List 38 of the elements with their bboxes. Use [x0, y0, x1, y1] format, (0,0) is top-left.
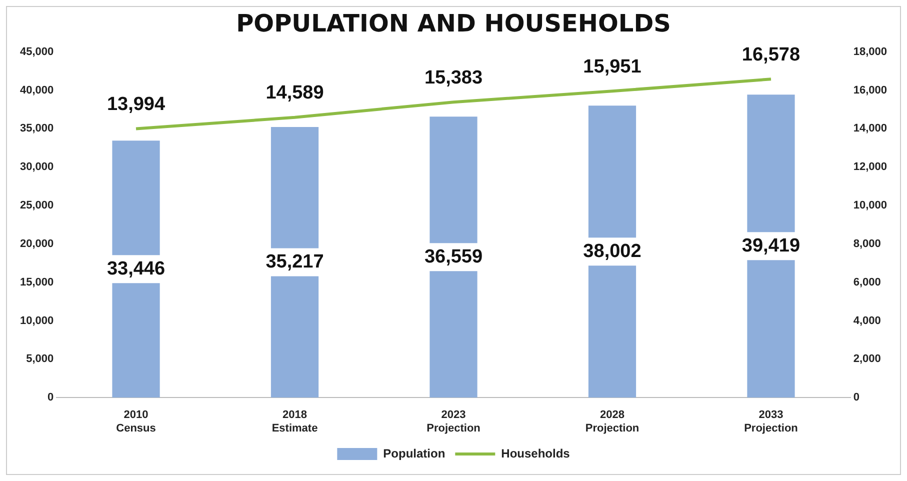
y2-tick-label: 18,000 — [853, 46, 888, 58]
y-tick-label: 30,000 — [20, 161, 54, 174]
x-tick-label: 2018 Estimate — [272, 409, 318, 434]
y2-tick-label: 16,000 — [853, 84, 888, 96]
y2-tick-label: 6,000 — [853, 276, 881, 288]
y-tick-label: 40,000 — [20, 84, 54, 96]
x-tick-label: 2028 Projection — [585, 409, 640, 434]
legend-label: Population — [383, 446, 446, 460]
data-label: 35,217 — [266, 252, 324, 273]
x-tick-label: 2033 Projection — [744, 409, 798, 434]
y-tick-label: 45,000 — [20, 46, 54, 58]
y-tick-label: 10,000 — [20, 314, 54, 327]
y2-tick-label: 12,000 — [853, 161, 888, 174]
y2-tick-label: 14,000 — [853, 122, 888, 135]
data-label: 15,383 — [424, 67, 483, 88]
y-tick-label: 20,000 — [20, 238, 54, 250]
y-tick-label: 5,000 — [26, 353, 54, 366]
x-tick-label: 2023 Projection — [426, 409, 481, 434]
data-label: 39,419 — [742, 235, 800, 256]
y2-tick-label: 10,000 — [853, 200, 888, 212]
data-label: 13,994 — [106, 94, 166, 115]
data-label: 38,002 — [583, 240, 642, 262]
legend-label: Households — [501, 446, 570, 460]
y-tick-label: 15,000 — [20, 276, 54, 288]
chart-title: POPULATION AND HOUSEHOLDS — [236, 10, 671, 38]
y2-tick-label: 4,000 — [853, 314, 881, 327]
data-label: 36,559 — [424, 246, 483, 268]
x-tick-label: 2010 Census — [116, 409, 156, 434]
y2-tick-label: 2,000 — [853, 353, 881, 366]
data-label: 16,578 — [742, 44, 800, 66]
data-label: 33,446 — [106, 258, 166, 280]
y2-tick-label: 0 — [853, 392, 860, 404]
y-tick-label: 0 — [48, 392, 54, 404]
data-label: 15,951 — [583, 56, 642, 78]
y-tick-label: 25,000 — [20, 200, 54, 212]
data-label: 14,589 — [266, 82, 324, 104]
y-tick-label: 35,000 — [20, 122, 54, 135]
y2-tick-label: 8,000 — [853, 238, 881, 250]
